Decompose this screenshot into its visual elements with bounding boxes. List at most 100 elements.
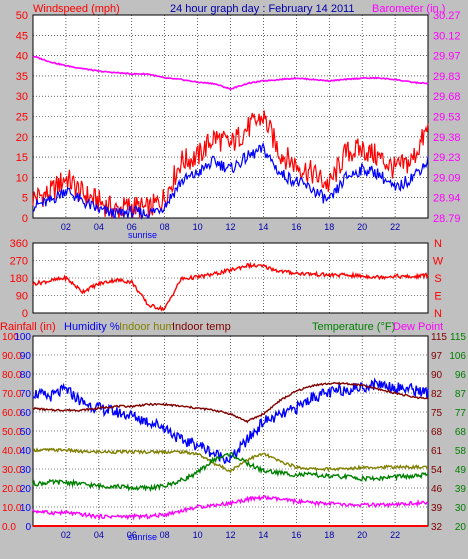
ticks: 02 04 06 08 10 12 14 16 18 20 22 02 04 06 08 10 12 14 16 18…	[2, 10, 466, 540]
x-tick-0-16: 16	[291, 222, 301, 232]
grid	[33, 15, 428, 526]
y-tick-baro-29.23: 29.23	[433, 152, 461, 164]
y-tick-hum-5: 50	[20, 427, 32, 438]
y-tick-dir-90: 90	[16, 291, 28, 303]
y-tick-hum-2: 20	[20, 484, 32, 495]
x-tick-0-14: 14	[258, 222, 268, 232]
y-tick-rain-0: 0.0	[2, 522, 16, 533]
y-tick-wind-0: 0	[22, 213, 28, 225]
indoor-temp-label: Indoor temp	[172, 321, 231, 333]
y-tick-itemp-3: 54	[431, 465, 443, 476]
y-tick-temp-9: 106	[449, 351, 466, 362]
y-tick-hum-7: 70	[20, 389, 32, 400]
y-tick-hum-9: 90	[20, 351, 32, 362]
sunrise-label-1: sunrise	[128, 230, 157, 240]
y-tick-rain-8: 80.0	[2, 370, 22, 381]
x-tick-0-18: 18	[324, 222, 334, 232]
x-tick-0-06: 06	[127, 222, 137, 232]
y-tick-itemp-4: 61	[431, 446, 443, 457]
series-dew-point	[32, 494, 429, 521]
y-tick-hum-4: 40	[20, 446, 32, 457]
y-tick-temp-5: 68	[455, 427, 467, 438]
chart-title: 24 hour graph day : February 14 2011	[170, 3, 354, 15]
y-tick-temp-2: 39	[455, 484, 467, 495]
y-tick-hum-10: 100	[14, 332, 31, 343]
y-tick-itemp-10: 115	[431, 332, 447, 343]
y-tick-temp-6: 77	[455, 408, 467, 419]
y-tick-temp-0: 20	[455, 522, 467, 533]
series-avg-wind	[32, 141, 429, 221]
y-tick-baro-30.12: 30.12	[433, 30, 461, 42]
series-windspeed	[32, 110, 429, 219]
y-tick-rain-5: 50.0	[2, 427, 22, 438]
y-tick-baro-28.79: 28.79	[433, 213, 461, 225]
y-tick-hum-1: 10	[20, 503, 32, 514]
y-tick-dir-0: 0	[22, 308, 28, 320]
y-tick-temp-7: 87	[455, 389, 467, 400]
series-direction	[32, 261, 429, 312]
y-tick-baro-29.68: 29.68	[433, 91, 461, 103]
x-tick-0-08: 08	[160, 222, 170, 232]
y-tick-wind-15: 15	[16, 152, 28, 164]
y-tick-dir-270: 270	[10, 256, 28, 268]
y-tick-wind-25: 25	[16, 112, 28, 124]
x-tick-0-10: 10	[193, 222, 203, 232]
series-barometer	[32, 55, 429, 91]
y-tick-baro-29.53: 29.53	[433, 112, 461, 124]
y-tick-wind-40: 40	[16, 51, 28, 63]
y-tick-compass-2: S	[434, 273, 441, 285]
y-tick-compass-0: N	[434, 308, 442, 320]
x-tick-0-22: 22	[390, 222, 400, 232]
x-tick-1-18: 18	[324, 530, 334, 540]
y-tick-temp-4: 58	[455, 446, 467, 457]
series	[32, 55, 429, 527]
y-tick-hum-0: 0	[25, 522, 31, 533]
y-tick-itemp-1: 39	[431, 503, 443, 514]
y-tick-itemp-7: 82	[431, 389, 443, 400]
y-tick-baro-29.97: 29.97	[433, 51, 461, 63]
barometer-label: Barometer (in.)	[372, 3, 445, 15]
y-tick-rain-7: 70.0	[2, 389, 22, 400]
x-tick-1-12: 12	[225, 530, 235, 540]
x-tick-1-04: 04	[94, 530, 104, 540]
y-tick-itemp-2: 46	[431, 484, 443, 495]
x-tick-1-22: 22	[390, 530, 400, 540]
x-tick-1-02: 02	[61, 530, 71, 540]
x-tick-0-02: 02	[61, 222, 71, 232]
x-tick-1-16: 16	[291, 530, 301, 540]
y-tick-rain-3: 30.0	[2, 465, 22, 476]
y-tick-baro-29.83: 29.83	[433, 71, 461, 83]
y-tick-dir-360: 360	[10, 238, 28, 250]
series-indoor-hum	[32, 447, 429, 474]
x-tick-0-04: 04	[94, 222, 104, 232]
windspeed-label: Windspeed (mph)	[33, 3, 120, 15]
x-tick-0-20: 20	[357, 222, 367, 232]
series-temperature	[32, 451, 429, 493]
y-tick-itemp-9: 97	[431, 351, 443, 362]
y-tick-baro-28.94: 28.94	[433, 193, 461, 205]
x-tick-1-08: 08	[160, 530, 170, 540]
y-tick-baro-29.38: 29.38	[433, 132, 461, 144]
y-tick-rain-6: 60.0	[2, 408, 22, 419]
x-tick-1-06: 06	[127, 530, 137, 540]
y-tick-wind-35: 35	[16, 71, 28, 83]
series-indoor-temp	[32, 381, 429, 424]
y-tick-itemp-5: 68	[431, 427, 443, 438]
y-tick-wind-10: 10	[16, 172, 28, 184]
x-tick-1-20: 20	[357, 530, 367, 540]
dewpoint-label: Dew Point	[393, 321, 443, 333]
y-tick-wind-50: 50	[16, 10, 28, 22]
y-tick-itemp-8: 90	[431, 370, 443, 381]
y-tick-wind-30: 30	[16, 91, 28, 103]
rainfall-label: Rainfall (in)	[0, 321, 56, 333]
y-tick-rain-1: 10.0	[2, 503, 22, 514]
y-tick-dir-180: 180	[10, 273, 28, 285]
y-tick-wind-5: 5	[22, 193, 28, 205]
y-tick-hum-6: 60	[20, 408, 32, 419]
y-tick-wind-20: 20	[16, 132, 28, 144]
x-tick-1-10: 10	[193, 530, 203, 540]
temperature-label: Temperature (°F)	[312, 321, 395, 333]
y-tick-temp-1: 30	[455, 503, 467, 514]
